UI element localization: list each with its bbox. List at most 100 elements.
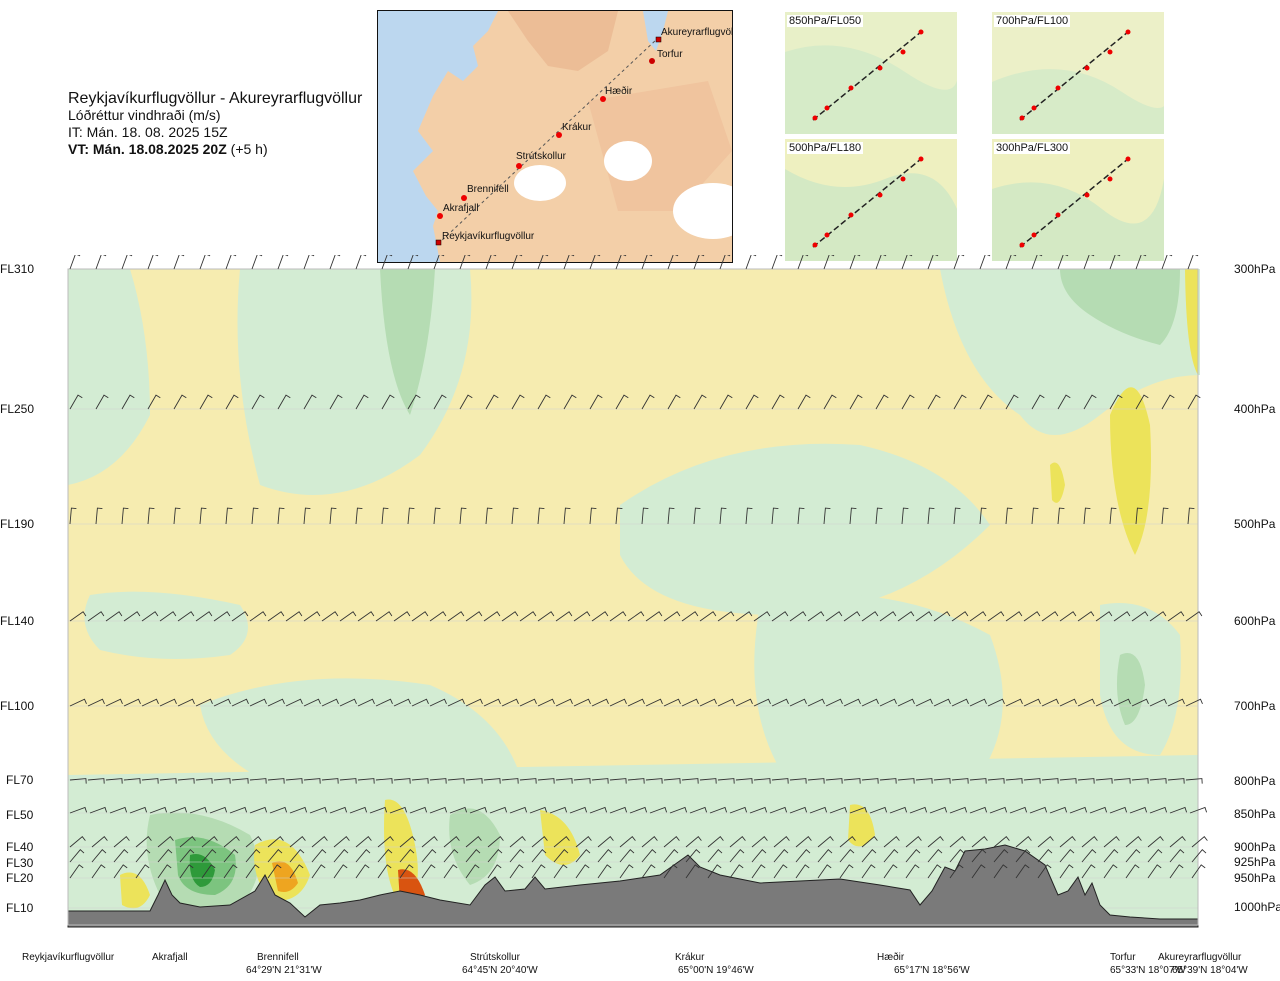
wind-barb — [773, 836, 790, 848]
wind-barb — [629, 806, 648, 814]
wind-barb — [231, 611, 249, 622]
contour-weak-up — [1050, 462, 1065, 503]
thumbnail-850hpa-label: 850hPa/FL050 — [787, 15, 864, 27]
wind-barb — [87, 778, 105, 784]
wind-barb — [357, 698, 375, 707]
wind-barb — [339, 698, 357, 707]
wind-barb — [589, 507, 597, 525]
wind-barb — [157, 864, 172, 879]
wind-barb — [195, 698, 213, 707]
wind-barb — [1147, 849, 1163, 863]
right-tick-600: 600hPa — [1234, 614, 1276, 628]
wind-barb — [597, 836, 614, 848]
wind-barb — [969, 611, 987, 622]
wind-barb — [1187, 394, 1201, 410]
wind-barb — [663, 611, 681, 622]
wind-barb — [459, 255, 471, 270]
wind-barb — [735, 778, 753, 784]
left-axis: FL310 FL250 FL190 FL140 FL100 FL70 FL50 … — [0, 262, 34, 915]
wind-barb — [1169, 864, 1184, 879]
wind-barb — [443, 836, 460, 848]
wind-barb — [1187, 507, 1195, 525]
wind-barb — [509, 836, 526, 848]
wind-barb — [159, 698, 177, 707]
wind-barb — [897, 778, 915, 784]
wind-barb — [447, 778, 465, 784]
wind-barb — [285, 698, 303, 707]
contour-weak-down — [449, 808, 500, 885]
wind-barb — [321, 778, 339, 784]
wind-barb — [641, 864, 656, 879]
wind-barb — [249, 698, 267, 707]
wind-barb — [483, 698, 501, 707]
wind-barb — [201, 849, 217, 863]
wind-barb — [707, 849, 723, 863]
wind-barb — [537, 394, 551, 410]
wind-barb — [797, 255, 809, 270]
wind-barb — [699, 611, 717, 622]
wind-barb — [277, 507, 285, 525]
thumbnail-300hpa[interactable]: 300hPa/FL300 — [992, 139, 1164, 261]
right-tick-900: 900hPa — [1234, 840, 1276, 854]
wind-barb — [707, 836, 724, 848]
wind-barb — [951, 778, 969, 784]
waypoint-marker-haedir — [600, 96, 606, 102]
wind-barb — [95, 507, 103, 525]
wind-barb — [1081, 836, 1098, 848]
wind-barb — [809, 806, 828, 814]
wind-barb — [825, 611, 843, 622]
wind-barb — [619, 864, 634, 879]
wind-barb — [1169, 836, 1186, 848]
wind-barb — [531, 836, 548, 848]
thumbnail-500hpa[interactable]: 500hPa/FL180 — [785, 139, 957, 261]
wind-barb — [69, 836, 86, 848]
wind-barb — [795, 864, 810, 879]
wind-barb — [407, 394, 421, 410]
wind-barb — [213, 698, 231, 707]
wind-barb — [87, 611, 105, 622]
wind-barb — [817, 849, 833, 863]
wind-barb — [147, 255, 159, 270]
wind-barb — [1005, 698, 1023, 707]
route-map: Akureyrarflugvöllur Torfur Hæðir Krákur … — [377, 10, 733, 263]
chart-header: Reykjavíkurflugvöllur - Akureyrarflugvöl… — [68, 90, 362, 158]
wind-barb — [485, 394, 499, 410]
wind-barb — [375, 611, 393, 622]
wind-barb — [1095, 778, 1113, 784]
chart-subtitle: Lóðréttur vindhraði (m/s) — [68, 107, 221, 123]
thumbnail-850hpa[interactable]: 850hPa/FL050 — [785, 12, 957, 134]
wind-barb — [357, 611, 375, 622]
wind-barb — [609, 611, 627, 622]
wind-barb — [501, 611, 519, 622]
wind-barb — [807, 611, 825, 622]
thumbnail-850hpa-svg — [785, 12, 957, 134]
map-label-akrafjall: Akrafjall — [443, 203, 479, 214]
loc-coord-strutskollur: 64°45'N 20°40'W — [462, 965, 538, 976]
wind-barb — [609, 698, 627, 707]
left-tick-fl250: FL250 — [0, 402, 34, 416]
thumbnail-300hpa-label: 300hPa/FL300 — [994, 142, 1071, 154]
wind-barb — [591, 778, 609, 784]
wind-barb — [869, 806, 888, 814]
waypoint-marker-akrafjall — [437, 213, 443, 219]
wind-barb — [411, 698, 429, 707]
wind-barb — [465, 864, 480, 879]
wind-barb — [591, 611, 609, 622]
wind-barb — [141, 611, 159, 622]
wind-barb — [399, 836, 416, 848]
wind-barb — [771, 255, 783, 270]
wind-barb — [489, 806, 508, 814]
wind-barb — [553, 849, 569, 863]
map-label-brennifell: Brennifell — [467, 184, 509, 195]
wind-barb — [971, 849, 987, 863]
wind-barb — [121, 507, 129, 525]
wind-barb — [1191, 849, 1207, 863]
wind-barb — [1135, 507, 1143, 525]
wind-barb — [993, 864, 1008, 879]
wind-barb — [949, 806, 968, 814]
wind-barb — [929, 806, 948, 814]
thumbnail-700hpa[interactable]: 700hPa/FL100 — [992, 12, 1164, 134]
right-tick-400: 400hPa — [1234, 402, 1276, 416]
wind-barb — [1167, 778, 1185, 784]
wind-barb — [381, 394, 395, 410]
